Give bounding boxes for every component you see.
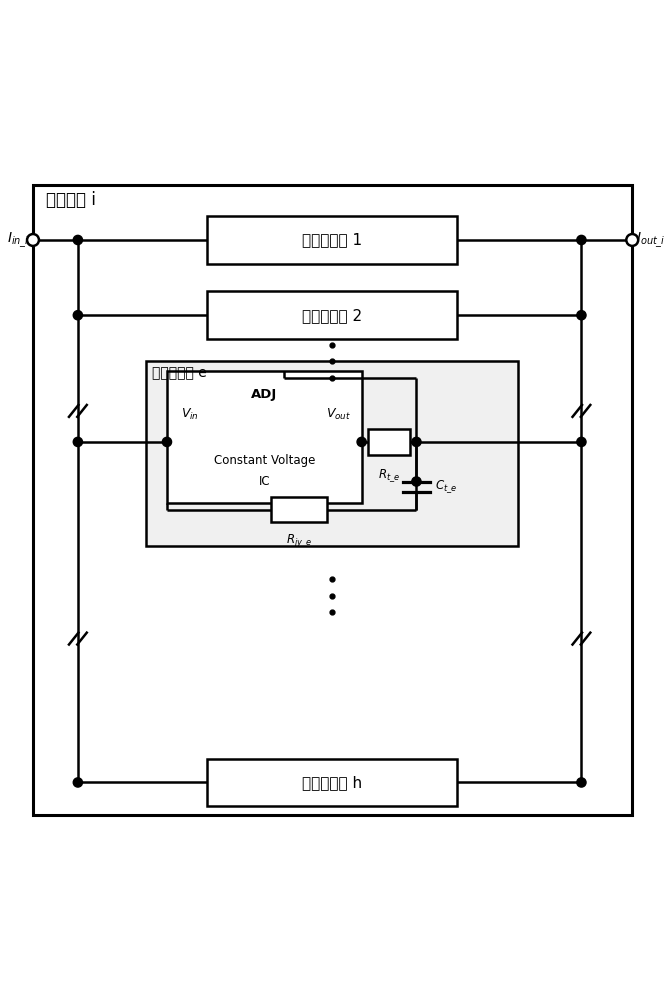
Circle shape: [357, 437, 366, 447]
Circle shape: [73, 778, 83, 787]
Text: 恒流子模块 h: 恒流子模块 h: [302, 775, 362, 790]
Circle shape: [577, 778, 586, 787]
Circle shape: [577, 311, 586, 320]
Circle shape: [577, 437, 586, 447]
Text: 恒流子模块 e: 恒流子模块 e: [153, 367, 207, 381]
Circle shape: [163, 437, 171, 447]
Text: $I_{in\_i}$: $I_{in\_i}$: [7, 230, 30, 250]
Circle shape: [73, 437, 83, 447]
Text: $R_{jy\_e}$: $R_{jy\_e}$: [286, 532, 312, 549]
Text: $R_{t\_e}$: $R_{t\_e}$: [378, 467, 400, 484]
Bar: [368, 429, 411, 455]
Text: Constant Voltage: Constant Voltage: [214, 454, 315, 467]
Circle shape: [626, 234, 638, 246]
Circle shape: [73, 311, 83, 320]
Circle shape: [73, 235, 83, 245]
Text: ADJ: ADJ: [251, 388, 278, 401]
Circle shape: [412, 477, 421, 486]
Bar: [206, 291, 458, 339]
Text: IC: IC: [259, 475, 270, 488]
Bar: [206, 759, 458, 806]
Text: $I_{out\_i}$: $I_{out\_i}$: [636, 230, 665, 250]
Circle shape: [412, 437, 421, 447]
Text: $V_{in}$: $V_{in}$: [181, 407, 199, 422]
Bar: [146, 361, 518, 546]
Circle shape: [27, 234, 39, 246]
Bar: [271, 497, 327, 522]
Bar: [167, 371, 362, 503]
Text: 恒流模块 i: 恒流模块 i: [46, 191, 96, 209]
Text: 恒流子模块 2: 恒流子模块 2: [302, 308, 362, 323]
Text: $V_{out}$: $V_{out}$: [326, 407, 351, 422]
Text: $C_{t\_e}$: $C_{t\_e}$: [435, 478, 457, 495]
Bar: [206, 216, 458, 264]
Circle shape: [577, 235, 586, 245]
Text: 恒流子模块 1: 恒流子模块 1: [302, 232, 362, 247]
